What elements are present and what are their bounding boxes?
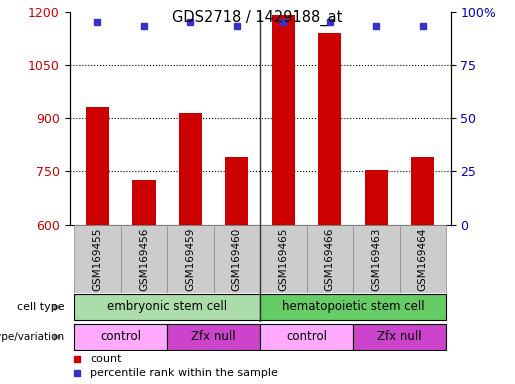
Bar	[411, 157, 434, 225]
Text: control: control	[100, 330, 141, 343]
Bar	[353, 225, 400, 293]
Text: GSM169459: GSM169459	[185, 227, 195, 291]
Text: hematopoietic stem cell: hematopoietic stem cell	[282, 300, 424, 313]
Text: GSM169464: GSM169464	[418, 227, 428, 291]
Text: control: control	[286, 330, 327, 343]
Text: percentile rank within the sample: percentile rank within the sample	[91, 368, 279, 378]
Bar	[167, 324, 260, 350]
Bar	[353, 324, 446, 350]
Bar	[306, 225, 353, 293]
Text: GSM169456: GSM169456	[139, 227, 149, 291]
Bar	[260, 324, 353, 350]
Bar	[260, 225, 306, 293]
Bar	[214, 225, 260, 293]
Bar	[74, 225, 121, 293]
Text: GDS2718 / 1429188_at: GDS2718 / 1429188_at	[173, 10, 342, 26]
Bar	[400, 225, 446, 293]
Text: embryonic stem cell: embryonic stem cell	[107, 300, 227, 313]
Bar	[86, 108, 109, 225]
Bar	[132, 180, 156, 225]
Bar	[167, 225, 214, 293]
Text: cell type: cell type	[17, 302, 64, 313]
Text: GSM169460: GSM169460	[232, 227, 242, 291]
Bar	[272, 15, 295, 225]
Bar	[121, 225, 167, 293]
Bar	[74, 324, 167, 350]
Text: GSM169455: GSM169455	[92, 227, 102, 291]
Bar	[74, 295, 260, 320]
Bar	[365, 170, 388, 225]
Bar	[225, 157, 248, 225]
Text: Zfx null: Zfx null	[377, 330, 422, 343]
Text: GSM169466: GSM169466	[325, 227, 335, 291]
Text: GSM169463: GSM169463	[371, 227, 381, 291]
Text: genotype/variation: genotype/variation	[0, 332, 64, 342]
Bar	[179, 113, 202, 225]
Text: Zfx null: Zfx null	[191, 330, 236, 343]
Text: GSM169465: GSM169465	[278, 227, 288, 291]
Bar	[318, 33, 341, 225]
Bar	[260, 295, 446, 320]
Text: count: count	[91, 354, 122, 364]
